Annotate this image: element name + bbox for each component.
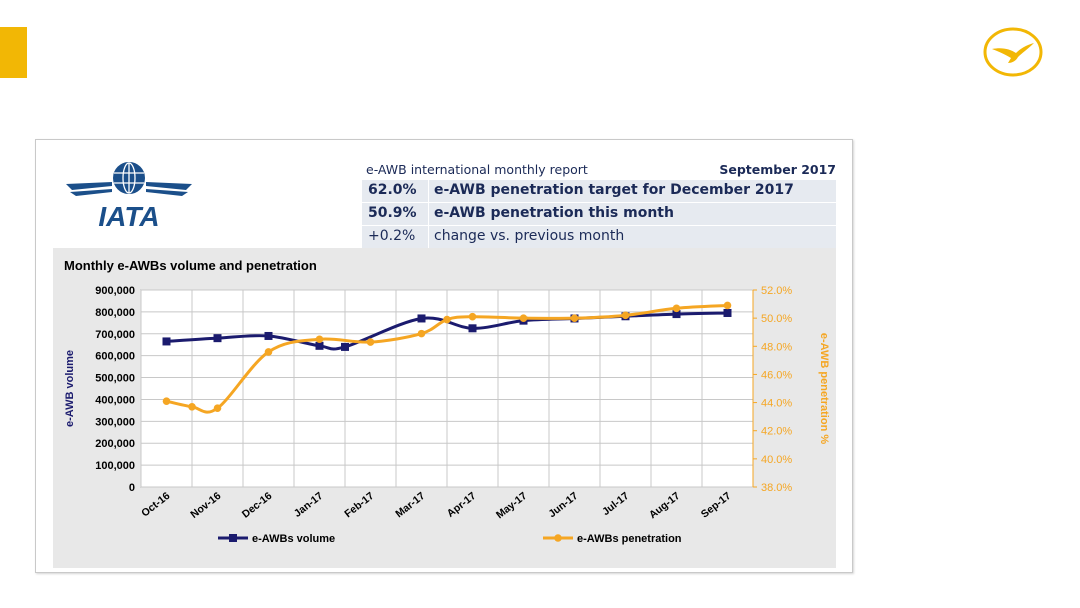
penetration-point	[672, 304, 681, 313]
x-tick-label: Dec-16	[240, 490, 275, 521]
y-tick-label: 800,000	[95, 307, 135, 319]
volume-point	[213, 334, 222, 343]
penetration-point	[570, 314, 579, 322]
penetration-point	[315, 335, 324, 344]
crane-logo-icon	[983, 27, 1043, 77]
penetration-point	[188, 402, 196, 411]
penetration-point	[443, 315, 451, 324]
kpi-row-change: +0.2% change vs. previous month	[362, 226, 836, 248]
penetration-point	[468, 312, 477, 321]
volume-point	[341, 342, 349, 351]
penetration-point	[213, 404, 222, 412]
y2-tick-label: 50.0%	[761, 313, 792, 325]
volume-point	[264, 331, 273, 340]
penetration-line	[166, 303, 728, 414]
volume-point	[723, 308, 732, 317]
y2-tick-label: 46.0%	[761, 369, 792, 381]
legend-label: e-AWBs penetration	[577, 533, 682, 545]
penetration-point	[519, 314, 528, 322]
kpi-value: 50.9%	[368, 205, 417, 221]
kpi-label: change vs. previous month	[434, 228, 625, 244]
penetration-point	[366, 338, 375, 346]
report-title: e-AWB international monthly report	[366, 162, 588, 177]
x-tick-label: May-17	[494, 490, 530, 521]
chart-svg: 900,000 800,000 700,000 600,000 500,000 400,0…	[64, 285, 830, 545]
volume-point	[162, 337, 171, 346]
accent-bar	[0, 27, 27, 78]
y-tick-label: 400,000	[95, 394, 135, 406]
y-axis-title: e-AWB volume	[64, 350, 76, 427]
y-tick-label: 200,000	[95, 438, 135, 450]
kpi-value: +0.2%	[368, 228, 416, 244]
y-tick-label: 500,000	[95, 373, 135, 385]
kpi-value: 62.0%	[368, 182, 417, 198]
chart-panel: Monthly e-AWBs volume and penetration 90…	[53, 248, 836, 568]
x-tick-label: Feb-17	[342, 490, 376, 520]
kpi-label: e-AWB penetration this month	[434, 205, 674, 221]
x-tick-label: Jan-17	[292, 490, 326, 520]
x-tick-label: Aug-17	[647, 490, 683, 521]
y2-axis-title: e-AWB penetration %	[818, 333, 830, 444]
x-tick-label: Jun-17	[546, 490, 580, 520]
kpi-row-current: 50.9% e-AWB penetration this month	[362, 203, 836, 225]
y2-tick-label: 42.0%	[761, 426, 792, 438]
y2-tick-label: 52.0%	[761, 285, 792, 297]
volume-point	[315, 341, 324, 350]
x-tick-label: Oct-16	[139, 490, 172, 520]
kpi-row-target: 62.0% e-AWB penetration target for Decem…	[362, 180, 836, 202]
y2-tick-label: 40.0%	[761, 454, 792, 466]
y2-tick-label: 38.0%	[761, 482, 792, 494]
legend-marker	[229, 534, 237, 542]
legend-marker	[554, 534, 562, 542]
penetration-point	[621, 311, 630, 320]
x-tick-label: Mar-17	[393, 490, 427, 520]
penetration-point	[417, 329, 426, 338]
kpi-label: e-AWB penetration target for December 20…	[434, 182, 794, 198]
volume-point	[417, 314, 426, 323]
y-tick-label: 900,000	[95, 285, 135, 297]
x-tick-label: Jul-17	[600, 490, 631, 518]
legend-label: e-AWBs volume	[252, 533, 335, 545]
penetration-point	[723, 301, 732, 310]
penetration-point	[162, 397, 171, 405]
volume-point	[672, 310, 681, 319]
chart-title: Monthly e-AWBs volume and penetration	[64, 258, 317, 273]
y-tick-label: 300,000	[95, 416, 135, 428]
volume-point	[468, 324, 477, 333]
y-tick-label: 600,000	[95, 351, 135, 363]
penetration-point	[264, 348, 273, 356]
y-tick-label: 700,000	[95, 329, 135, 341]
y-tick-label: 0	[129, 482, 135, 494]
y2-tick-label: 48.0%	[761, 341, 792, 353]
y-tick-label: 100,000	[95, 460, 135, 472]
e-awb-report-card: IATA e-AWB international monthly report …	[35, 139, 853, 573]
x-tick-label: Apr-17	[445, 490, 479, 520]
iata-logo: IATA	[66, 162, 192, 230]
y2-tick-label: 44.0%	[761, 398, 792, 410]
svg-text:IATA: IATA	[98, 201, 159, 230]
x-tick-label: Nov-16	[188, 490, 223, 521]
report-date: September 2017	[719, 162, 836, 177]
x-tick-label: Sep-17	[699, 490, 734, 521]
